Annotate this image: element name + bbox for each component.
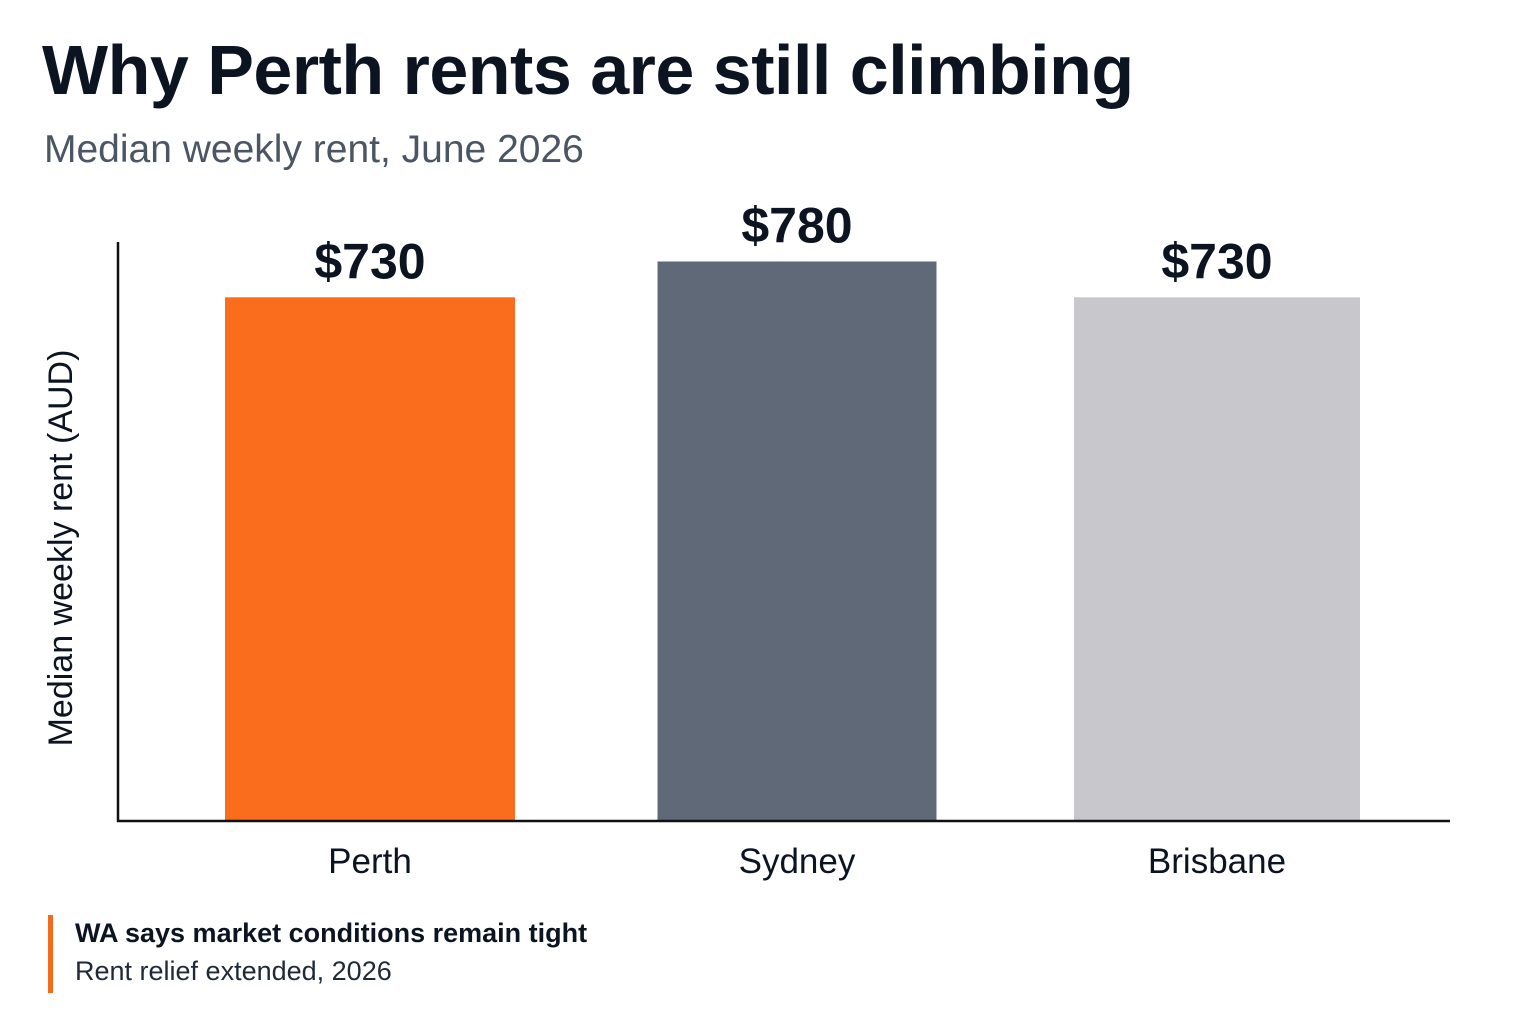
value-labels-group: $730 $780 $730 [314, 197, 1272, 289]
chart-title: Why Perth rents are still climbing [42, 31, 1134, 109]
source-note: WA says market conditions remain tight R… [48, 915, 587, 993]
y-axis-title: Median weekly rent (AUD) [42, 350, 80, 747]
value-label-perth: $730 [314, 233, 425, 289]
bars-group [225, 261, 1360, 821]
category-label-sydney: Sydney [739, 842, 856, 881]
bar-brisbane [1074, 297, 1360, 820]
note-headline: WA says market conditions remain tight [75, 918, 588, 948]
category-label-perth: Perth [328, 842, 412, 881]
bar-chart: $730 $780 $730 Perth Sydney Brisbane Median … [42, 197, 1450, 881]
category-labels-group: Perth Sydney Brisbane [328, 842, 1286, 881]
value-label-sydney: $780 [741, 197, 852, 253]
category-label-brisbane: Brisbane [1148, 842, 1286, 881]
note-detail: Rent relief extended, 2026 [75, 956, 392, 986]
bar-sydney [657, 261, 937, 821]
chart-subtitle: Median weekly rent, June 2026 [44, 128, 584, 171]
value-label-brisbane: $730 [1161, 233, 1272, 289]
bar-perth [225, 297, 515, 820]
